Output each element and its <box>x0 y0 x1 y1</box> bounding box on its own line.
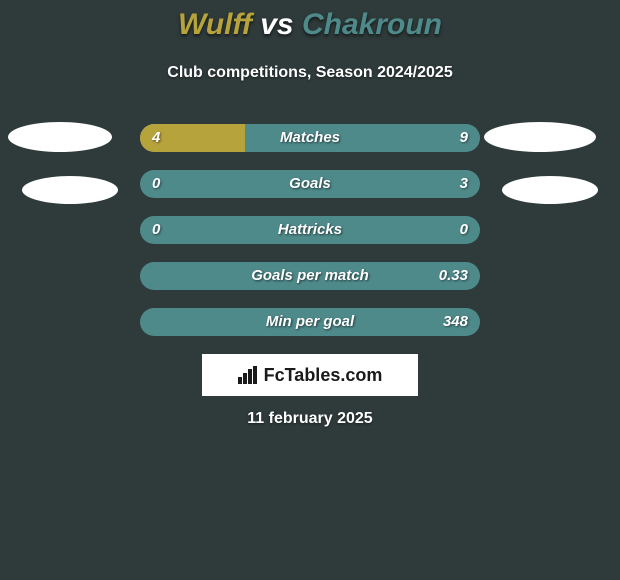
comparison-card: Wulff vs Chakroun Club competitions, Sea… <box>0 0 620 580</box>
side-ellipse <box>22 176 118 204</box>
stat-bar-row: 49Matches <box>140 124 480 152</box>
title-player-left: Wulff <box>178 8 252 41</box>
stat-label: Matches <box>140 124 480 152</box>
stat-bar-row: 0.33Goals per match <box>140 262 480 290</box>
stat-bar-row: 348Min per goal <box>140 308 480 336</box>
side-ellipse <box>484 122 596 152</box>
side-ellipse <box>8 122 112 152</box>
stat-bar-row: 03Goals <box>140 170 480 198</box>
stat-bar-row: 00Hattricks <box>140 216 480 244</box>
bars-icon <box>238 366 258 384</box>
title-vs: vs <box>260 8 293 41</box>
stat-label: Goals per match <box>140 262 480 290</box>
stat-label: Min per goal <box>140 308 480 336</box>
title: Wulff vs Chakroun <box>0 8 620 42</box>
logo-box: FcTables.com <box>202 354 418 396</box>
stat-label: Goals <box>140 170 480 198</box>
stat-bars: 49Matches 03Goals 00Hattricks 0.33Goals per… <box>140 124 480 354</box>
subtitle: Club competitions, Season 2024/2025 <box>0 64 620 82</box>
side-ellipse <box>502 176 598 204</box>
stat-label: Hattricks <box>140 216 480 244</box>
logo: FcTables.com <box>238 354 383 396</box>
footer-date: 11 february 2025 <box>0 410 620 428</box>
logo-text: FcTables.com <box>264 354 383 396</box>
title-player-right: Chakroun <box>302 8 442 41</box>
